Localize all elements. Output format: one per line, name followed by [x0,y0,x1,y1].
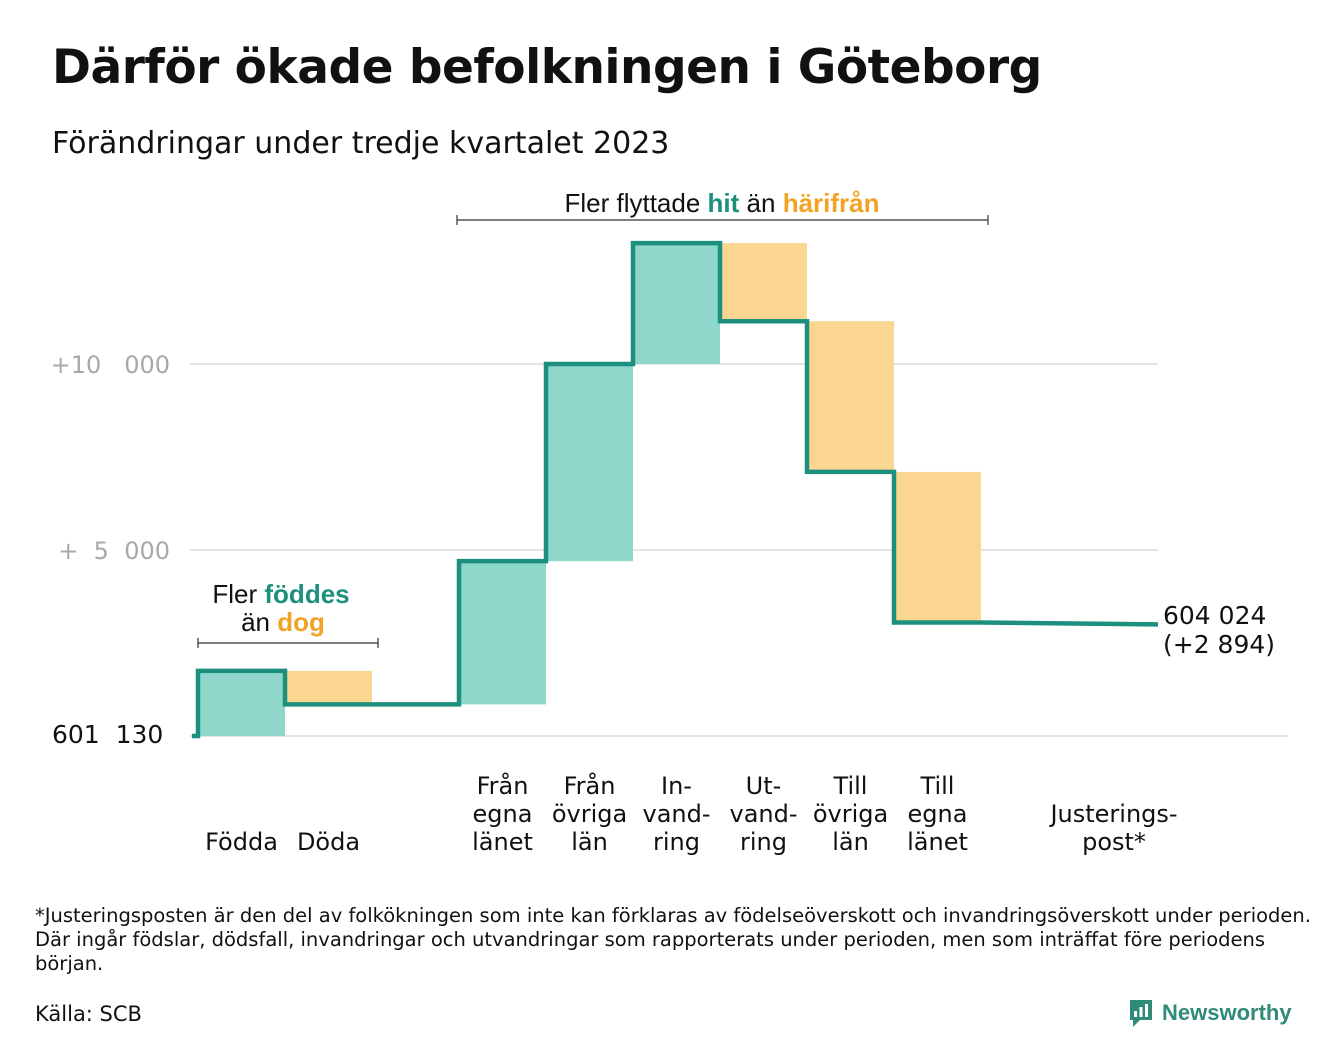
category-label: vand- [729,800,797,828]
births-word: föddes [264,579,349,609]
category-label: övriga [552,800,627,828]
migration-annotation: Fler flyttade hit än härifrån [456,188,989,225]
svg-text:Fler föddes: Fler föddes [212,579,349,609]
bar-increase [546,364,633,562]
svg-text:än dog: än dog [241,607,325,637]
chart-title: Därför ökade befolkningen i Göteborg [52,40,1042,95]
svg-text:Fler flyttade hit: Fler flyttade hit än härifrån [564,188,879,218]
y-axis-ticks: +10 000 + 5 000 [51,351,170,565]
category-label: övriga [813,800,888,828]
category-label: Justerings- [1048,800,1177,828]
category-label: Födda [205,828,278,856]
end-change-label: (+2 894) [1163,630,1275,659]
start-value-label: 601 130 [52,720,163,749]
category-label: Till [920,772,955,800]
deaths-word: dog [277,607,325,637]
end-value-label: 604 024 [1163,601,1266,630]
category-label: Ut- [746,772,782,800]
bar-decrease [722,243,807,322]
y-tick-label: + 5 000 [58,537,170,565]
category-label: län [832,828,869,856]
category-label: län [571,828,608,856]
bar-increase [633,243,720,364]
category-label: Till [833,772,868,800]
bar-increase [459,561,546,705]
cumulative-step-line [192,240,1159,739]
y-tick-label: +10 000 [51,351,170,379]
category-label: länet [907,828,968,856]
brand-name: Newsworthy [1162,1000,1292,1025]
source-label: Källa: SCB [35,1002,142,1026]
footnote: *Justeringsposten är den del av folkökni… [35,904,1311,975]
births-annotation: Fler föddes än dog [197,579,379,648]
births-prefix: Fler [212,579,257,609]
category-label: Döda [297,828,360,856]
chart-subtitle: Förändringar under tredje kvartalet 2023 [52,126,670,161]
category-label: egna [908,800,968,828]
newsworthy-logo-icon [1130,1000,1152,1027]
migration-in-word: hit [708,188,740,218]
category-label: egna [473,800,533,828]
category-label: post* [1082,828,1146,856]
category-label: ring [740,828,787,856]
category-labels: Födda DödaFrånegnalänetFrånövrigalänIn-va… [205,771,1177,856]
migration-middle: än [747,188,776,218]
category-label: vand- [642,800,710,828]
category-label: Från [477,771,529,800]
bar-decrease [809,321,894,472]
category-label: länet [472,828,533,856]
category-label: In- [661,772,692,800]
bar-decrease [896,471,981,623]
deaths-prefix: än [241,607,270,637]
bars [198,243,981,736]
waterfall-chart: +10 000+ 5 000 Födda DödaFrånegnalänetFrå… [51,188,1288,856]
bar-decrease [287,670,372,705]
category-label: Från [564,771,616,800]
bar-increase [198,670,285,736]
migration-out-word: härifrån [783,188,880,218]
category-label: ring [653,828,700,856]
brand-logo: Newsworthy [1128,998,1292,1028]
migration-prefix: Fler flyttade [564,188,700,218]
